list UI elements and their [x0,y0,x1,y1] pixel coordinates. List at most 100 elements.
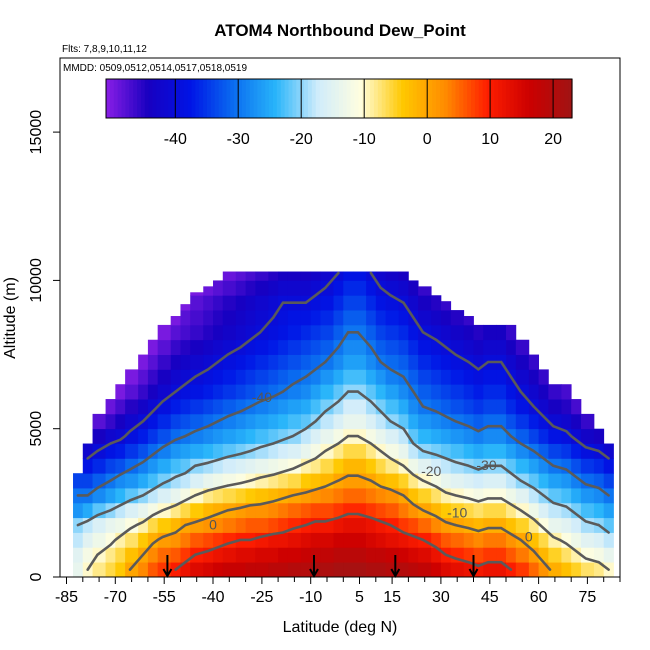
heatmap-cell [180,324,191,341]
heatmap-cell [418,369,432,385]
heatmap-cell [235,280,246,296]
heatmap-cell [310,562,321,578]
heatmap-cell [310,473,321,489]
heatmap-cell [593,547,605,563]
heatmap-cell [483,324,497,341]
heatmap-cell [548,547,562,563]
heatmap-cell [310,384,321,400]
heatmap-cell [408,280,419,296]
heatmap-cell [235,547,246,563]
heatmap-cell [506,443,517,459]
colorbar-swatch [253,79,259,118]
heatmap-cell [287,384,302,400]
heatmap-cell [203,384,214,400]
heatmap-cell [528,413,540,430]
heatmap-cell [222,310,237,326]
heatmap-cell [431,324,442,341]
colorbar-swatch [257,79,262,118]
heatmap-cell [320,413,334,430]
heatmap-cell [73,502,84,519]
heatmap-cell [235,324,246,341]
heatmap-cell [450,310,465,326]
heatmap-cell [222,488,237,504]
colorbar-swatch [405,79,410,118]
heatmap-cell [375,532,386,548]
heatmap-cell [333,517,344,533]
colorbar-frame [105,78,573,119]
heatmap-cell [375,271,386,281]
heatmap-cell [310,339,321,355]
heatmap-cell [300,502,312,519]
heatmap-cell [366,562,377,578]
heatmap-cell [320,369,334,385]
heatmap-cell [440,413,452,430]
flights-note: Flts: 7,8,9,10,11,12 [62,44,147,55]
heatmap-cell [213,428,224,444]
heatmap-cell [170,339,181,355]
heatmap-cell [222,324,237,341]
contour-lines [76,271,610,571]
heatmap-cell [593,458,605,474]
x-tick-label: -40 [201,589,224,606]
y-axis-label: Altitude (m) [2,277,19,359]
heatmap-cell [506,324,517,341]
dates-note: MMDD: 0509,0512,0514,0517,0518,0519 [63,63,247,74]
heatmap-cell [105,399,116,415]
heatmap-cell [593,473,605,489]
heatmap-cell [548,399,562,415]
heatmap-cell [278,399,289,415]
heatmap-cell [180,562,191,578]
heatmap-cell [255,295,269,311]
heatmap-cell [515,458,530,474]
heatmap-cell [268,428,279,444]
colorbar-swatch [370,79,375,118]
colorbar-swatch [292,79,297,118]
colorbar-swatch [389,79,394,118]
heatmap-cell [300,443,312,459]
heatmap-cell [431,532,442,548]
heatmap-cell [418,354,432,370]
heatmap-cell [222,384,237,400]
heatmap-cell [343,310,354,326]
heatmap-cell [300,532,312,548]
heatmap-cell [483,473,497,489]
heatmap-cell [300,280,312,296]
colorbar-swatch [401,79,406,118]
heatmap-cell [147,354,159,370]
colorbar-swatch [342,79,348,118]
heatmap-cell [82,458,93,474]
heatmap-cell [278,310,289,326]
heatmap-cell [408,458,419,474]
colorbar-swatch [304,79,309,118]
heatmap-cell [190,502,204,519]
heatmap-cell [385,428,399,444]
heatmap-cell [203,473,214,489]
colorbar-swatch [525,79,530,118]
heatmap-cell [473,458,484,474]
heatmap-cell [235,369,246,385]
heatmap-cell [287,271,302,281]
heatmap-cell [496,339,507,355]
heatmap-cell [157,339,172,355]
heatmap-cell [255,413,269,430]
heatmap-cell [506,354,517,370]
heatmap-cell [222,295,237,311]
heatmap-cell [287,354,302,370]
heatmap-cell [255,384,269,400]
heatmap-cell [431,295,442,311]
x-tick-label: 45 [481,589,499,606]
chart-title: ATOM4 Northbound Dew_Point [214,21,466,40]
heatmap-cell [398,428,409,444]
heatmap-cell [170,458,181,474]
heatmap-cell [408,399,419,415]
heatmap-cell [190,292,204,296]
heatmap-cell [125,547,139,563]
heatmap-cell [548,428,562,444]
y-tick-label: 0 [28,572,45,581]
heatmap-cell [213,502,224,519]
heatmap-cell [483,532,497,548]
colorbar-swatch [416,79,422,118]
heatmap-cell [561,458,572,474]
heatmap-cell [170,547,181,563]
heatmap-cell [333,399,344,415]
